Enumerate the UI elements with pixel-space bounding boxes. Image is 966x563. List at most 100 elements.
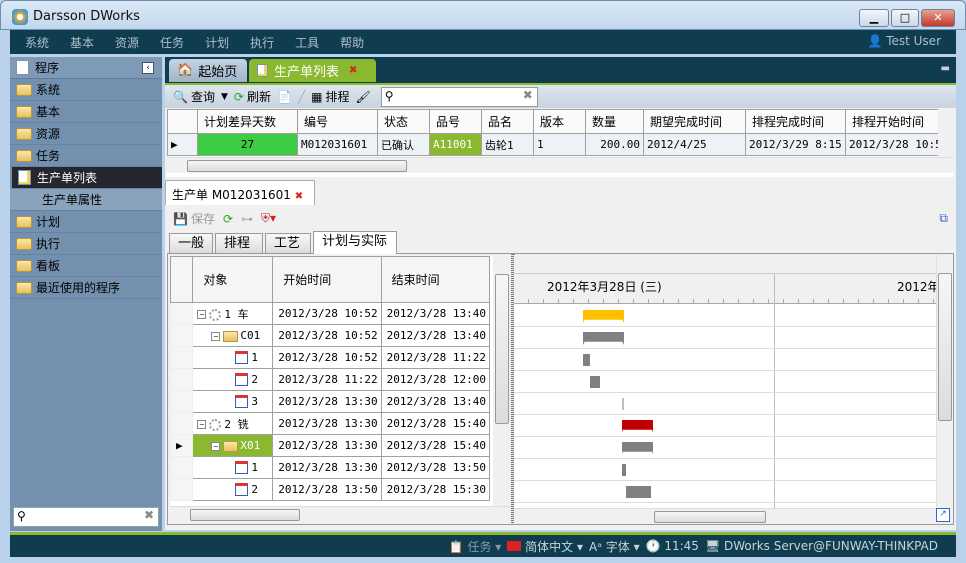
menu-item[interactable]: 任务 xyxy=(160,35,185,50)
menu-item[interactable]: 工具 xyxy=(295,35,320,50)
refresh-icon[interactable]: ⟳ xyxy=(222,211,234,226)
table-cell[interactable]: 2012/3/28 10:52 xyxy=(844,133,953,156)
gantt-vscrollbar[interactable] xyxy=(936,255,952,508)
table-cell[interactable]: 27 xyxy=(197,133,298,156)
tasks-menu[interactable]: 📋 任务 ▾ xyxy=(448,539,502,554)
gantt-bar[interactable] xyxy=(621,398,624,410)
tree-row[interactable]: 2 2012/3/28 13:50 2012/3/28 15:30 xyxy=(170,478,491,501)
table-cell[interactable]: A11001 xyxy=(429,133,482,156)
column-header[interactable]: 排程开始时间 xyxy=(844,109,953,134)
table-cell[interactable]: 200.00 xyxy=(585,133,644,156)
sidebar-item[interactable]: 基本 xyxy=(10,101,162,123)
close-tab-icon[interactable]: ✖ xyxy=(294,191,304,202)
column-header[interactable]: 编号 xyxy=(297,109,378,134)
gantt-bar[interactable] xyxy=(626,486,651,498)
subtab[interactable]: 工艺 xyxy=(265,233,311,253)
brush-icon[interactable]: 🖌 xyxy=(355,89,371,104)
subtab[interactable]: 一般 xyxy=(169,233,213,253)
tree-object[interactable]: 2 xyxy=(192,368,274,391)
sidebar-item[interactable]: 执行 xyxy=(10,233,162,255)
column-header[interactable]: 状态 xyxy=(377,109,430,134)
column-header[interactable]: 数量 xyxy=(585,109,644,134)
tab-start-page[interactable]: 🏠 起始页 xyxy=(169,59,247,82)
user-menu[interactable]: 👤 Test User xyxy=(867,34,941,48)
column-header[interactable]: 品号 xyxy=(429,109,482,134)
table-cell[interactable]: 1 xyxy=(533,133,586,156)
gantt-bar[interactable] xyxy=(590,376,600,388)
table-cell[interactable]: 齿轮1 xyxy=(481,133,534,156)
menu-item[interactable]: 执行 xyxy=(250,35,275,50)
orders-hscrollbar[interactable] xyxy=(167,157,954,173)
menu-item[interactable]: 系统 xyxy=(25,35,50,50)
sidebar-item[interactable]: 系统 xyxy=(10,79,162,101)
popout-icon[interactable]: ⧉ xyxy=(939,211,948,225)
tree-row[interactable]: 3 2012/3/28 13:30 2012/3/28 13:40 xyxy=(170,390,491,413)
menu-item[interactable]: 帮助 xyxy=(340,35,365,50)
sidebar-item[interactable]: 资源 xyxy=(10,123,162,145)
clear-icon[interactable]: ✖ xyxy=(522,87,533,102)
column-header[interactable]: 计划差异天数 xyxy=(197,109,298,134)
sidebar-item[interactable]: 生产单属性 xyxy=(10,189,162,211)
gantt-bar[interactable] xyxy=(583,354,591,366)
sidebar-item[interactable]: 任务 xyxy=(10,145,162,167)
column-header[interactable]: 对象 xyxy=(192,256,274,303)
edit-icon[interactable]: ╱ xyxy=(297,89,306,104)
tree-row[interactable]: 2 2012/3/28 11:22 2012/3/28 12:00 xyxy=(170,368,491,391)
tree-object[interactable]: −1 车 xyxy=(192,302,274,325)
menu-item[interactable]: 基本 xyxy=(70,35,95,50)
refresh-button[interactable]: ⟳ 刷新 xyxy=(234,88,271,105)
table-cell[interactable]: 2012/3/29 8:15 xyxy=(745,133,846,156)
pin-icon[interactable]: ▬ xyxy=(940,63,950,74)
gantt-bar[interactable] xyxy=(621,420,654,433)
menu-item[interactable]: 资源 xyxy=(115,35,140,50)
tree-object[interactable]: 2 xyxy=(192,478,274,501)
gantt-hscrollbar[interactable] xyxy=(514,508,936,524)
expand-icon[interactable]: ↗ xyxy=(936,508,950,522)
column-header[interactable]: 版本 xyxy=(533,109,586,134)
delete-shield-icon[interactable]: ⛨▾ xyxy=(261,211,277,225)
tree-object[interactable]: − X01 xyxy=(192,434,274,457)
table-cell[interactable]: 已确认 xyxy=(377,133,430,156)
tree-object[interactable]: 1 xyxy=(192,346,274,369)
tab-order-list[interactable]: 生产单列表 ✖ xyxy=(249,59,376,82)
flow-icon[interactable]: ⊶ xyxy=(241,211,254,226)
sidebar-item[interactable]: 看板 xyxy=(10,255,162,277)
sidebar-item[interactable]: 计划 xyxy=(10,211,162,233)
gantt-bar[interactable] xyxy=(583,310,624,323)
tree-object[interactable]: −2 铣 xyxy=(192,412,274,435)
gantt-bar[interactable] xyxy=(583,332,624,345)
tree-row[interactable]: 1 2012/3/28 13:30 2012/3/28 13:50 xyxy=(170,456,491,479)
query-button[interactable]: 🔍 查询 xyxy=(173,88,215,105)
column-header[interactable]: 开始时间 xyxy=(272,256,382,303)
tree-hscrollbar[interactable] xyxy=(170,506,510,522)
column-header[interactable]: 结束时间 xyxy=(380,256,491,303)
column-header[interactable]: 品名 xyxy=(481,109,534,134)
table-row[interactable]: ▶ 27 M012031601 已确认 A11001 齿轮1 1 200.00 2012/4/2… xyxy=(167,133,953,156)
tree-object[interactable]: − C01 xyxy=(192,324,274,347)
table-cell[interactable]: 2012/4/25 xyxy=(643,133,746,156)
table-cell[interactable]: M012031601 xyxy=(297,133,378,156)
tree-object[interactable]: 1 xyxy=(192,456,274,479)
schedule-button[interactable]: ▦ 排程 xyxy=(311,88,349,105)
clear-icon[interactable]: ✖ xyxy=(143,508,154,522)
collapse-sidebar-button[interactable]: ‹ xyxy=(142,61,154,74)
minimize-button[interactable]: ▁ xyxy=(859,9,889,27)
tree-row[interactable]: −1 车 2012/3/28 10:52 2012/3/28 13:40 xyxy=(170,302,491,325)
new-icon[interactable]: 📄 xyxy=(276,89,292,104)
font-menu[interactable]: Aᵃ 字体 ▾ xyxy=(589,539,640,554)
tree-row[interactable]: −2 铣 2012/3/28 13:30 2012/3/28 15:40 xyxy=(170,412,491,435)
tree-row[interactable]: 1 2012/3/28 10:52 2012/3/28 11:22 xyxy=(170,346,491,369)
subtab[interactable]: 排程 xyxy=(215,233,263,253)
subtab[interactable]: 计划与实际 xyxy=(313,231,397,254)
save-button[interactable]: 💾 保存 xyxy=(173,210,215,227)
sidebar-item[interactable]: 最近使用的程序 xyxy=(10,277,162,299)
splitter-handle[interactable] xyxy=(511,254,515,524)
tab-order-detail[interactable]: 生产单 M012031601 ✖ xyxy=(165,180,315,205)
column-header[interactable]: 期望完成时间 xyxy=(643,109,746,134)
query-dropdown-icon[interactable]: ▼ xyxy=(220,91,228,102)
sidebar-search-input[interactable]: ⚲ ✖ xyxy=(13,507,159,527)
close-tab-icon[interactable]: ✖ xyxy=(349,65,358,76)
gantt-bar[interactable] xyxy=(621,464,627,476)
maximize-button[interactable]: □ xyxy=(891,9,919,27)
list-search-input[interactable]: ⚲ ✖ xyxy=(380,86,538,107)
